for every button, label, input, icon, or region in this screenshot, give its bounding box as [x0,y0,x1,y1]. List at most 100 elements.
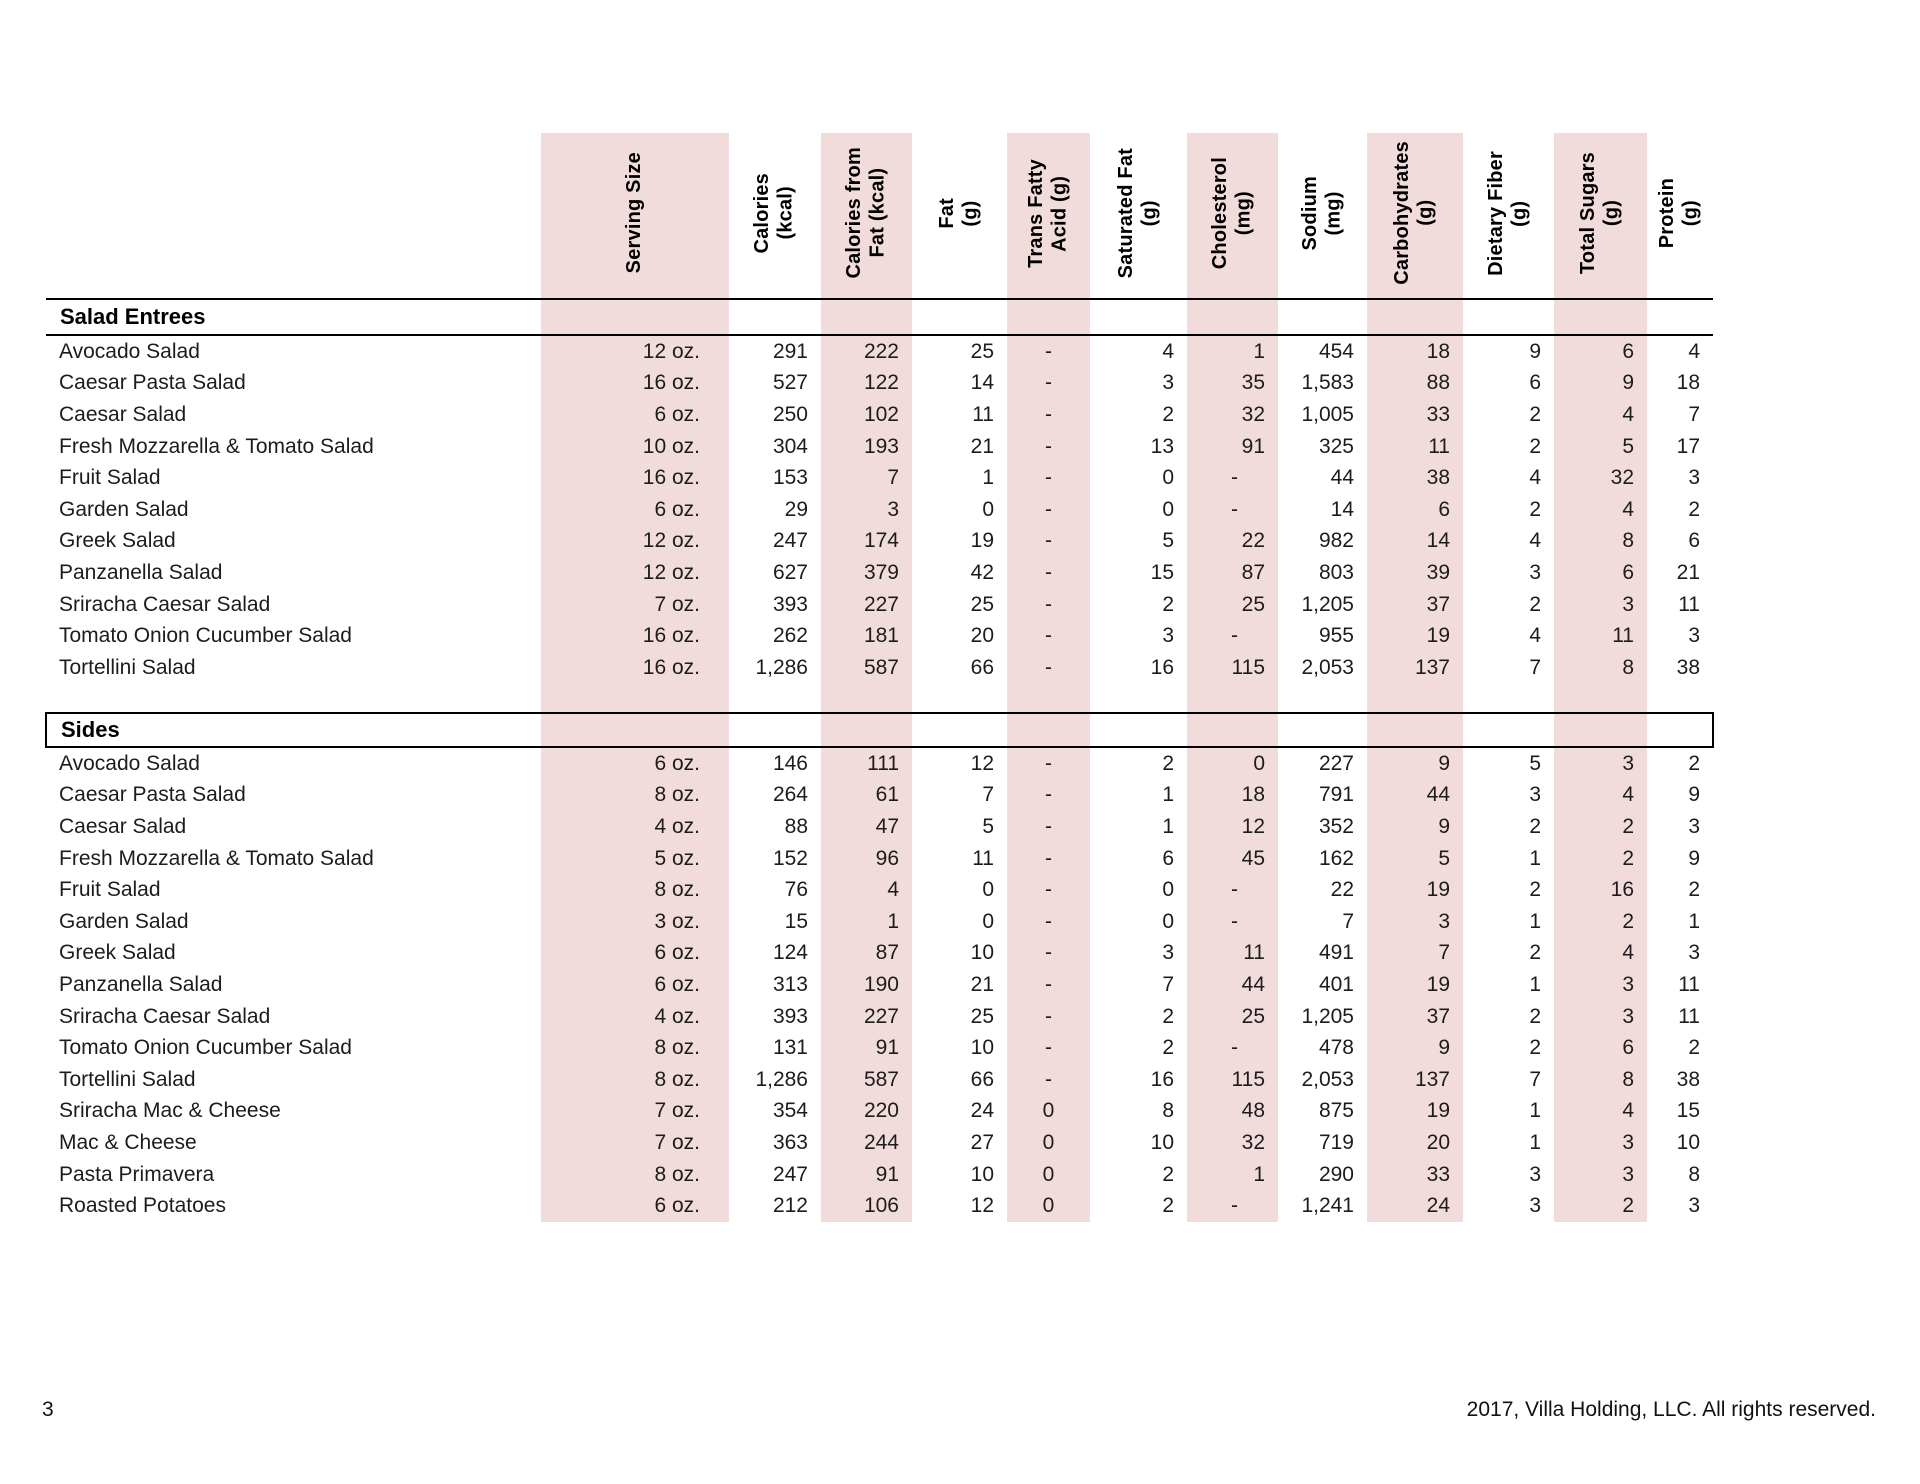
cell-sodium: 1,205 [1301,1004,1354,1028]
cell-item: Caesar Salad [59,815,187,839]
table-row: Pasta Primavera 8 oz. 247 91 10 0 2 1 290 33 3 3 8 [46,1158,1713,1191]
cell-sodium: 791 [1318,783,1354,807]
cell-serving_size: 7 oz. [541,1095,729,1128]
copyright-text: 2017, Villa Holding, LLC. All rights res… [1466,1398,1876,1421]
column-header-label: Sodium (mg) [1298,175,1345,251]
cell-calories_fat: 4 [821,874,912,906]
cell-calories: 1,286 [755,1067,808,1091]
cell-serving_size: 6 oz. [541,747,729,780]
cell-calories: 1,286 [755,655,808,679]
cell-fat: 10 [970,1036,994,1060]
cell-calories: 393 [772,592,808,616]
column-header-label: Calories (kcal) [751,172,797,254]
cell-calories: 131 [772,1036,808,1060]
page-number: 3 [42,1398,54,1421]
cell-protein: 11 [1678,1004,1700,1028]
cell-saturated_fat: 1 [1162,783,1174,807]
cell-saturated_fat: 0 [1162,909,1174,933]
cell-calories_fat: 379 [821,557,912,589]
column-header-label: Calories from Fat (kcal) [842,147,889,279]
cell-carbohydrates [1367,298,1463,336]
cell-calories_fat: 227 [821,588,912,621]
cell-saturated_fat: 3 [1162,371,1174,395]
cell-serving_size: 16 oz. [541,367,729,400]
cell-item: Salad Entrees [46,298,541,336]
cell-cholesterol: 91 [1187,430,1278,463]
cell-dietary_fiber [1463,298,1554,336]
cell-item: Fresh Mozzarella & Tomato Salad [59,434,374,458]
cell-item: Sriracha Mac & Cheese [59,1099,281,1123]
cell-calories: 250 [772,402,808,426]
cell-fat: 66 [970,1067,994,1091]
cell-fat: 12 [970,751,994,775]
cell-total_sugars: 4 [1554,399,1647,431]
cell-serving_size: 12 oz. [541,557,729,589]
cell-serving_size: 16 oz. [541,462,729,494]
cell-carbohydrates: 33 [1367,399,1463,431]
cell-total_sugars: 11 [1554,620,1647,652]
cell-trans_fat: - [1007,462,1090,494]
cell-calories: 264 [772,783,808,807]
cell-calories_fat: 220 [821,1095,912,1128]
cell-trans_fat: 0 [1007,1095,1090,1128]
cell-trans_fat: - [1007,747,1090,780]
cell-item: Tortellini Salad [59,655,196,679]
cell-total_sugars: 4 [1554,493,1647,526]
cell-carbohydrates: 38 [1367,462,1463,494]
cell-cholesterol: - [1187,874,1278,906]
cell-saturated_fat: 2 [1162,1194,1174,1218]
cell-calories_fat: 122 [821,367,912,400]
cell-sodium [1278,712,1367,749]
cell-calories_fat: 106 [821,1190,912,1222]
cell-sodium: 982 [1318,529,1354,553]
cell-sodium: 454 [1318,339,1354,363]
cell-cholesterol: 45 [1187,842,1278,875]
cell-protein: 11 [1678,592,1700,616]
cell-cholesterol: 115 [1187,651,1278,684]
cell-calories: 527 [772,371,808,395]
cell-protein: 3 [1688,466,1700,490]
cell-carbohydrates: 9 [1367,747,1463,780]
cell-sodium: 162 [1318,846,1354,870]
cell-calories: 124 [772,941,808,965]
column-header-dietary_fiber: Dietary Fiber (g) [1463,133,1554,299]
column-header-total_sugars: Total Sugars (g) [1554,133,1647,299]
cell-calories_fat: 193 [821,430,912,463]
cell-item: Tomato Onion Cucumber Salad [59,1036,352,1060]
cell-total_sugars: 3 [1554,747,1647,780]
cell-carbohydrates: 39 [1367,557,1463,589]
cell-serving_size: 8 oz. [541,1158,729,1191]
cell-total_sugars: 2 [1554,1190,1647,1222]
cell-saturated_fat [1090,684,1187,714]
cell-saturated_fat: 2 [1162,1036,1174,1060]
cell-dietary_fiber: 2 [1529,815,1541,839]
table-row: Sriracha Mac & Cheese 7 oz. 354 220 24 0 8 48 87… [46,1095,1713,1128]
cell-serving_size: 4 oz. [541,1000,729,1033]
cell-dietary_fiber: 5 [1529,751,1541,775]
cell-serving_size: 16 oz. [541,651,729,684]
cell-protein: 7 [1688,402,1700,426]
cell-saturated_fat: 3 [1162,624,1174,648]
cell-fat [912,712,1007,749]
cell-protein: 15 [1676,1099,1700,1123]
table-row: Fresh Mozzarella & Tomato Salad 10 oz. 304… [46,430,1713,463]
cell-trans_fat: - [1007,335,1090,368]
column-header-label: Carbohydrates (g) [1391,141,1437,285]
cell-protein: 2 [1688,878,1700,902]
cell-protein: 1 [1688,909,1700,933]
cell-trans_fat: - [1007,620,1090,652]
cell-saturated_fat: 3 [1162,941,1174,965]
cell-calories: 291 [772,339,808,363]
cell-calories: 393 [772,1004,808,1028]
column-header-carbohydrates: Carbohydrates (g) [1367,133,1463,299]
column-header-label: Total Sugars (g) [1576,151,1623,275]
cell-trans_fat: - [1007,430,1090,463]
column-header-trans_fat: Trans Fatty Acid (g) [1007,133,1090,299]
cell-calories: 313 [772,972,808,996]
column-header-calories_fat: Calories from Fat (kcal) [821,133,912,299]
cell-serving_size: 8 oz. [541,1063,729,1096]
cell-total_sugars: 3 [1554,969,1647,1001]
cell-dietary_fiber: 4 [1529,466,1541,490]
cell-cholesterol: 87 [1187,557,1278,589]
cell-total_sugars [1554,683,1647,714]
